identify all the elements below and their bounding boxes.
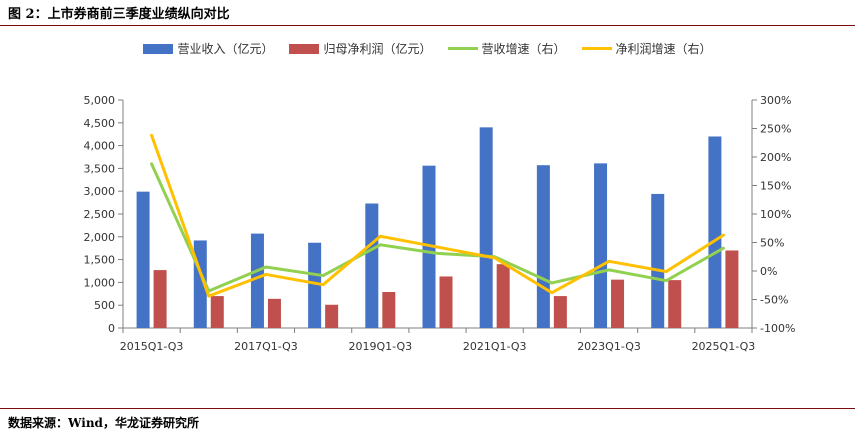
line-profit-growth (150, 133, 725, 298)
y-right-tick-label: 150% (760, 180, 791, 193)
x-tick-label: 2021Q1-Q3 (463, 340, 527, 353)
bar-revenue (365, 203, 379, 328)
legend-item-net-profit: 归母净利润（亿元） (289, 40, 432, 57)
bar-revenue (136, 191, 150, 328)
legend-label-revenue-growth: 营收增速（右） (481, 42, 566, 56)
bar-revenue (651, 193, 665, 328)
x-tick-label: 2017Q1-Q3 (234, 340, 298, 353)
y-right-tick-label: 250% (760, 123, 791, 136)
y-left-tick-label: 2,000 (84, 231, 116, 244)
y-left-tick-label: 4,500 (84, 117, 116, 130)
legend-swatch-net-profit (289, 43, 320, 54)
y-right-tick-label: 0% (760, 265, 777, 278)
y-right-tick-label: -100% (760, 322, 795, 335)
x-tick-label: 2025Q1-Q3 (692, 340, 756, 353)
bar-net-profit (496, 264, 510, 328)
legend-label-net-profit: 归母净利润（亿元） (323, 42, 432, 56)
legend-swatch-profit-growth (581, 47, 612, 50)
y-left-tick-label: 0 (108, 322, 115, 335)
y-right-tick-label: -50% (760, 294, 788, 307)
bar-net-profit (725, 250, 739, 328)
bar-net-profit (382, 291, 396, 328)
chart-plot: 0 500 1,000 1,500 2,000 2,500 3,000 3,500 4,000 4… (84, 94, 796, 353)
source-divider (0, 408, 855, 409)
legend-item-profit-growth: 净利润增速（右） (581, 40, 712, 57)
bar-net-profit (153, 270, 167, 328)
y-left-tick-label: 5,000 (84, 94, 116, 107)
y-left-tick-label: 2,500 (84, 208, 116, 221)
bar-net-profit (210, 296, 224, 328)
bar-net-profit (325, 304, 339, 328)
x-tick-label: 2023Q1-Q3 (577, 340, 641, 353)
y-right-tick-label: 300% (760, 94, 791, 107)
bar-net-profit (439, 276, 453, 328)
legend-label-profit-growth: 净利润增速（右） (615, 42, 712, 56)
title-divider (0, 25, 855, 26)
x-tick-label: 2015Q1-Q3 (120, 340, 184, 353)
bar-net-profit (267, 298, 281, 328)
legend-item-revenue-growth: 营收增速（右） (447, 40, 566, 57)
source-note: 数据来源：Wind，华龙证券研究所 (8, 416, 199, 430)
y-left-tick-label: 3,500 (84, 162, 116, 175)
bar-revenue (708, 136, 722, 328)
y-right-tick-label: 100% (760, 208, 791, 221)
y-left-tick-label: 1,500 (84, 254, 116, 267)
figure-title: 图 2：上市券商前三季度业绩纵向对比 (8, 7, 230, 22)
y-left-tick-label: 3,000 (84, 185, 116, 198)
bar-revenue (536, 165, 550, 328)
legend-swatch-revenue (143, 43, 174, 54)
chart-legend: 营业收入（亿元） 归母净利润（亿元） 营收增速（右） 净利润增速（右） (0, 40, 855, 57)
bar-revenue (479, 127, 493, 328)
bar-revenue (250, 233, 264, 328)
y-right-tick-label: 50% (760, 237, 784, 250)
y-left-tick-label: 4,000 (84, 140, 116, 153)
line-revenue-growth (150, 162, 725, 293)
x-tick-label: 2019Q1-Q3 (348, 340, 412, 353)
bar-net-profit (611, 279, 625, 328)
y-left-tick-label: 500 (94, 299, 115, 312)
y-right-tick-label: 200% (760, 151, 791, 164)
legend-label-revenue: 营业收入（亿元） (177, 42, 274, 56)
bar-net-profit (553, 296, 567, 328)
y-left-tick-label: 1,000 (84, 276, 116, 289)
bar-revenue (594, 163, 608, 328)
bar-revenue (308, 242, 322, 328)
legend-swatch-revenue-growth (447, 47, 478, 50)
legend-item-revenue: 营业收入（亿元） (143, 40, 273, 57)
bar-net-profit (668, 280, 682, 328)
